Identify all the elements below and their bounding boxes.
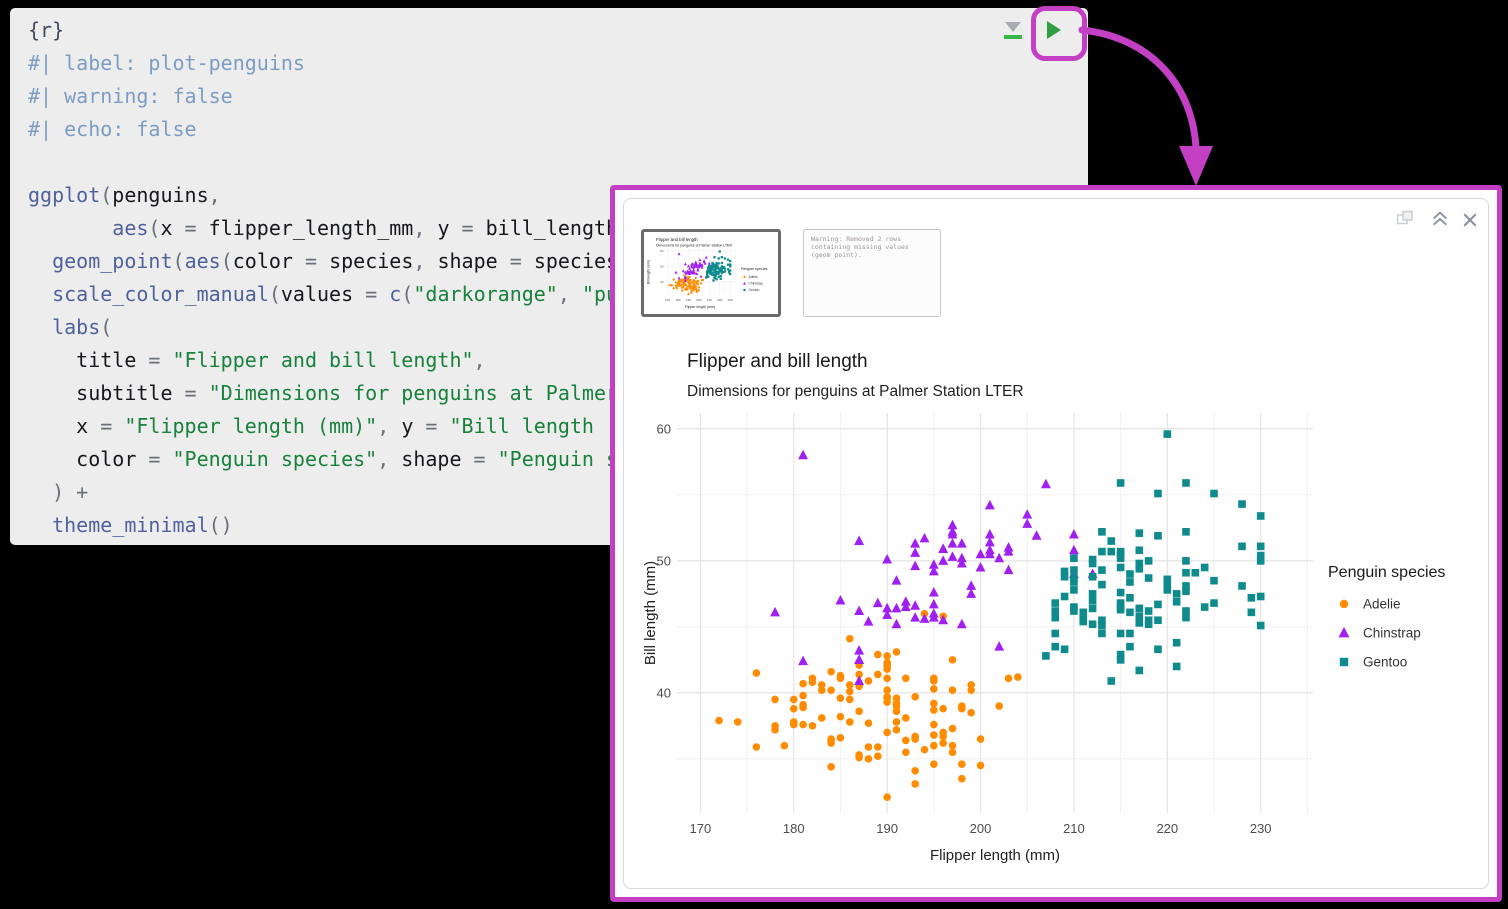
svg-text:60: 60 bbox=[660, 249, 664, 253]
mini-chart-svg: Flipper and bill length Dimensions for pe… bbox=[647, 237, 768, 309]
svg-text:Chinstrap: Chinstrap bbox=[1363, 626, 1421, 641]
chunk-output-panel: Flipper and bill length Dimensions for pe… bbox=[610, 185, 1502, 902]
svg-text:210: 210 bbox=[1063, 821, 1085, 836]
collapse-output-button[interactable] bbox=[1430, 211, 1450, 227]
close-icon bbox=[1463, 213, 1477, 227]
thumbnail-plot-selected[interactable]: Flipper and bill length Dimensions for pe… bbox=[641, 229, 781, 317]
svg-text:40: 40 bbox=[657, 685, 671, 700]
svg-text:50: 50 bbox=[657, 553, 671, 568]
svg-text:200: 200 bbox=[970, 821, 992, 836]
svg-text:Adelie: Adelie bbox=[749, 275, 758, 279]
svg-text:Flipper and bill length: Flipper and bill length bbox=[656, 237, 698, 242]
code-line: labs( bbox=[52, 315, 113, 339]
code-line: ) + bbox=[52, 480, 89, 504]
svg-text:Gentoo: Gentoo bbox=[749, 288, 760, 292]
svg-text:230: 230 bbox=[1250, 821, 1272, 836]
svg-text:Chinstrap: Chinstrap bbox=[749, 282, 763, 286]
svg-text:Dimensions for penguins at Pal: Dimensions for penguins at Palmer Statio… bbox=[656, 244, 732, 248]
svg-text:Penguin species: Penguin species bbox=[741, 267, 768, 271]
code-line: {r} bbox=[28, 18, 65, 42]
run-chunk-button[interactable] bbox=[1044, 19, 1064, 41]
code-line: #| echo: false bbox=[28, 117, 197, 141]
annotation-arrow bbox=[1078, 26, 1213, 186]
code-line: title = "Flipper and bill length", bbox=[28, 348, 486, 372]
svg-text:170: 170 bbox=[689, 821, 711, 836]
svg-text:170: 170 bbox=[665, 298, 670, 302]
code-line: ggplot(penguins, bbox=[28, 183, 221, 207]
svg-text:Flipper length (mm): Flipper length (mm) bbox=[685, 305, 715, 309]
code-line: #| label: plot-penguins bbox=[28, 51, 305, 75]
svg-text:220: 220 bbox=[1156, 821, 1178, 836]
play-icon bbox=[1047, 21, 1061, 39]
svg-text:Flipper length (mm): Flipper length (mm) bbox=[930, 847, 1060, 864]
run-all-chunks-above-icon bbox=[1005, 22, 1021, 32]
svg-text:Bill length (mm): Bill length (mm) bbox=[647, 260, 651, 284]
run-all-chunks-above-icon-bar bbox=[1004, 35, 1022, 39]
svg-text:Adelie: Adelie bbox=[1363, 597, 1401, 612]
svg-text:Flipper and bill length: Flipper and bill length bbox=[687, 351, 868, 372]
svg-text:220: 220 bbox=[717, 298, 722, 302]
svg-text:200: 200 bbox=[696, 298, 701, 302]
svg-text:50: 50 bbox=[660, 264, 664, 268]
open-in-window-icon bbox=[1396, 210, 1413, 225]
code-line: theme_minimal() bbox=[52, 513, 233, 537]
svg-text:40: 40 bbox=[660, 280, 664, 284]
svg-text:60: 60 bbox=[657, 421, 671, 436]
code-line bbox=[28, 146, 1088, 179]
scatter-plot-svg: Flipper and bill length Dimensions for pe… bbox=[642, 351, 1445, 864]
svg-text:230: 230 bbox=[728, 298, 733, 302]
svg-text:180: 180 bbox=[676, 298, 681, 302]
svg-text:210: 210 bbox=[707, 298, 712, 302]
close-output-button[interactable] bbox=[1460, 212, 1480, 228]
svg-text:Bill length (mm): Bill length (mm) bbox=[642, 561, 659, 665]
run-all-chunks-above-button[interactable] bbox=[1002, 20, 1024, 42]
warning-text: Warning: Removed 2 rows containing missi… bbox=[811, 235, 909, 259]
svg-text:Dimensions for penguins at Pal: Dimensions for penguins at Palmer Statio… bbox=[687, 383, 1024, 400]
chunk-output-inner: Flipper and bill length Dimensions for pe… bbox=[623, 198, 1489, 889]
svg-text:190: 190 bbox=[876, 821, 898, 836]
code-line: #| warning: false bbox=[28, 84, 233, 108]
thumbnail-warning[interactable]: Warning: Removed 2 rows containing missi… bbox=[803, 229, 941, 317]
open-in-window-button[interactable] bbox=[1395, 210, 1415, 226]
svg-text:Penguin species: Penguin species bbox=[1328, 564, 1445, 581]
svg-text:180: 180 bbox=[783, 821, 805, 836]
svg-text:Gentoo: Gentoo bbox=[1363, 655, 1407, 670]
svg-text:190: 190 bbox=[686, 298, 691, 302]
chevron-up-icon bbox=[1433, 211, 1447, 226]
